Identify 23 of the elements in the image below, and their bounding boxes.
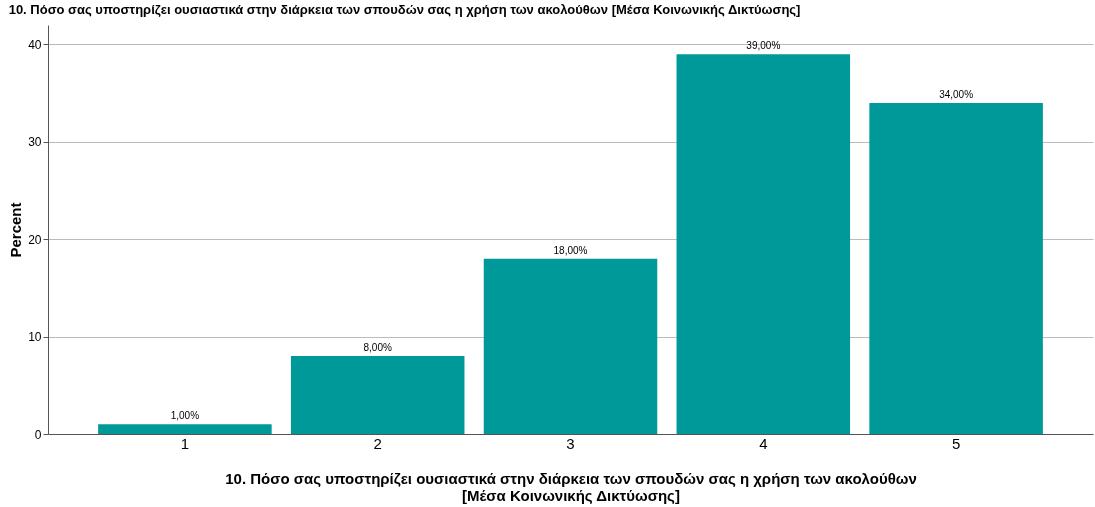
data-label: 1,00% bbox=[170, 410, 200, 422]
bar bbox=[483, 258, 658, 434]
data-label: 39,00% bbox=[746, 40, 781, 52]
y-tick-label: 0 bbox=[34, 427, 42, 442]
x-tick-label: 3 bbox=[566, 434, 575, 452]
bar bbox=[869, 102, 1043, 434]
data-label: 34,00% bbox=[939, 88, 974, 100]
y-tick-label: 20 bbox=[28, 232, 42, 247]
bar bbox=[290, 356, 465, 434]
data-label: 18,00% bbox=[553, 244, 588, 256]
x-tick-label: 4 bbox=[759, 434, 768, 452]
y-axis-title: Percent bbox=[7, 202, 25, 258]
y-tick-label: 40 bbox=[28, 37, 42, 52]
chart-title: 10. Πόσο σας υποστηρίζει ουσιαστικά στην διάρκεια των σπουδών σας η χρήση των ακολούθων [Μέσα Κοινωνικής Δικτύωσης] bbox=[8, 2, 801, 17]
bar bbox=[676, 54, 851, 434]
x-tick-label: 1 bbox=[180, 434, 190, 452]
y-tick-label: 10 bbox=[28, 330, 42, 345]
bar bbox=[98, 424, 272, 434]
x-tick-label: 2 bbox=[373, 434, 382, 452]
data-label: 8,00% bbox=[363, 342, 392, 354]
x-tick-label: 5 bbox=[951, 434, 961, 452]
y-tick-label: 30 bbox=[28, 135, 42, 150]
x-axis-title: 10. Πόσο σας υποστηρίζει ουσιαστικά στην διάρκεια των σπουδών σας η χρήση των ακολούθων [Μέσα Κοινωνικής Δικτύωσης] bbox=[225, 469, 917, 504]
